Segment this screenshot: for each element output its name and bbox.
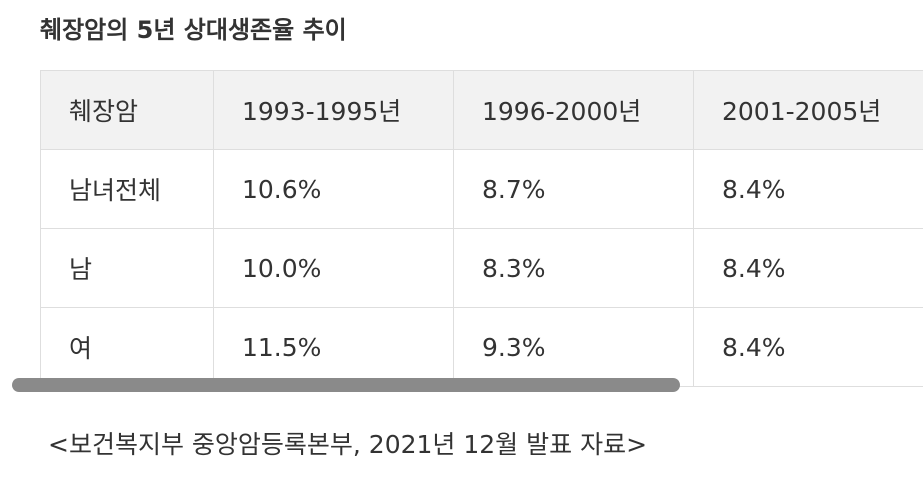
table-cell: 남 [40, 228, 214, 308]
table-row: 여 11.5% 9.3% 8.4% [40, 307, 923, 387]
header-cell: 췌장암 [40, 70, 214, 150]
table-cell: 9.3% [453, 307, 694, 387]
table-cell: 8.3% [453, 228, 694, 308]
table-row: 남 10.0% 8.3% 8.4% [40, 228, 923, 308]
table-cell: 8.4% [693, 228, 923, 308]
table-cell: 8.4% [693, 149, 923, 229]
header-cell: 1993-1995년 [213, 70, 454, 150]
table-cell: 10.6% [213, 149, 454, 229]
table-scroll[interactable]: 췌장암 1993-1995년 1996-2000년 2001-2005년 남녀전체 10… [40, 70, 923, 387]
header-cell: 1996-2000년 [453, 70, 694, 150]
table-cell: 8.4% [693, 307, 923, 387]
table-body: 남녀전체 10.6% 8.7% 8.4% 남 10.0% 8.3% 8.4% 여 11.5% 9.3… [40, 149, 923, 387]
title: 췌장암의 5년 상대생존율 추이 [40, 16, 347, 44]
table-cell: 남녀전체 [40, 149, 214, 229]
table-cell: 11.5% [213, 307, 454, 387]
table-row: 남녀전체 10.6% 8.7% 8.4% [40, 149, 923, 229]
table: 췌장암 1993-1995년 1996-2000년 2001-2005년 남녀전체 10… [40, 70, 923, 387]
header-cell: 2001-2005년 [693, 70, 923, 150]
caption: <보건복지부 중앙암등록본부, 2021년 12월 발표 자료> [48, 430, 648, 459]
table-cell: 10.0% [213, 228, 454, 308]
scrollbar[interactable] [12, 378, 680, 392]
table-cell: 8.7% [453, 149, 694, 229]
table-cell: 여 [40, 307, 214, 387]
header-row: 췌장암 1993-1995년 1996-2000년 2001-2005년 [40, 70, 923, 150]
